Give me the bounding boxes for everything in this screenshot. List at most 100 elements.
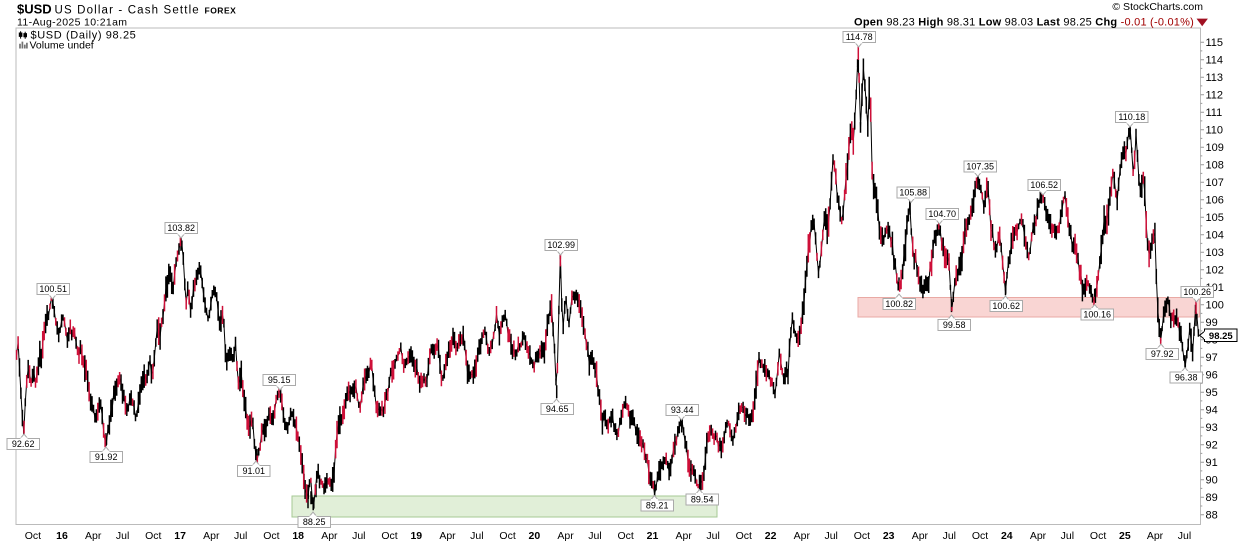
svg-text:Apr: Apr (85, 530, 102, 542)
svg-text:22: 22 (765, 530, 777, 542)
svg-text:104: 104 (1206, 230, 1224, 242)
svg-text:110: 110 (1206, 125, 1224, 137)
svg-text:Jul: Jul (1178, 530, 1191, 542)
svg-text:25: 25 (1119, 530, 1131, 542)
svg-text:89.54: 89.54 (691, 495, 714, 505)
svg-text:17: 17 (174, 530, 186, 542)
svg-text:100: 100 (1206, 300, 1224, 312)
svg-text:106: 106 (1206, 195, 1224, 207)
svg-text:91: 91 (1206, 457, 1218, 469)
svg-text:103.82: 103.82 (167, 223, 195, 233)
svg-text:110.18: 110.18 (1118, 112, 1145, 122)
svg-text:106.52: 106.52 (1030, 180, 1058, 190)
svg-text:92.62: 92.62 (12, 439, 35, 449)
svg-text:Oct: Oct (263, 530, 279, 542)
svg-text:Jul: Jul (588, 530, 601, 542)
svg-text:99: 99 (1206, 317, 1218, 329)
svg-text:100.16: 100.16 (1083, 310, 1111, 320)
svg-text:Apr: Apr (1030, 530, 1047, 542)
svg-text:Oct: Oct (499, 530, 515, 542)
svg-text:18: 18 (292, 530, 304, 542)
svg-text:105: 105 (1206, 212, 1224, 224)
svg-text:100.82: 100.82 (885, 299, 913, 309)
svg-text:Apr: Apr (439, 530, 456, 542)
svg-text:Jul: Jul (943, 530, 956, 542)
svg-text:Oct: Oct (854, 530, 870, 542)
svg-text:Apr: Apr (676, 530, 693, 542)
svg-text:Jul: Jul (234, 530, 247, 542)
svg-text:US Dollar - Cash Settle: US Dollar - Cash Settle (55, 5, 200, 17)
svg-text:Apr: Apr (203, 530, 220, 542)
svg-text:Jul: Jul (470, 530, 483, 542)
svg-text:Jul: Jul (352, 530, 365, 542)
svg-text:23: 23 (883, 530, 895, 542)
svg-text:Jul: Jul (116, 530, 129, 542)
svg-text:FOREX: FOREX (205, 6, 237, 16)
svg-text:91.01: 91.01 (243, 466, 266, 476)
svg-text:93.44: 93.44 (671, 405, 694, 415)
svg-text:Apr: Apr (321, 530, 338, 542)
svg-text:115: 115 (1206, 37, 1224, 49)
svg-text:89: 89 (1206, 492, 1218, 504)
svg-text:88.25: 88.25 (303, 517, 326, 527)
svg-text:112: 112 (1206, 90, 1224, 102)
svg-text:$USD: $USD (17, 2, 52, 17)
svg-text:$USD (Daily) 98.25: $USD (Daily) 98.25 (31, 30, 137, 42)
svg-text:98.25: 98.25 (1209, 331, 1233, 342)
svg-text:11-Aug-2025 10:21am: 11-Aug-2025 10:21am (17, 17, 127, 29)
svg-text:Volume undef: Volume undef (30, 39, 94, 51)
svg-text:113: 113 (1206, 72, 1224, 84)
svg-text:96: 96 (1206, 370, 1218, 382)
svg-text:21: 21 (647, 530, 659, 542)
svg-text:19: 19 (410, 530, 422, 542)
svg-text:102: 102 (1206, 265, 1224, 277)
svg-text:97.92: 97.92 (1151, 349, 1174, 359)
svg-text:Apr: Apr (912, 530, 929, 542)
svg-text:Oct: Oct (1090, 530, 1106, 542)
svg-text:93: 93 (1206, 422, 1218, 434)
svg-text:107: 107 (1206, 177, 1224, 189)
svg-text:102.99: 102.99 (547, 240, 575, 250)
svg-text:16: 16 (56, 530, 68, 542)
svg-text:107.35: 107.35 (966, 162, 994, 172)
svg-text:Oct: Oct (618, 530, 634, 542)
svg-text:Jul: Jul (1061, 530, 1074, 542)
svg-text:© StockCharts.com: © StockCharts.com (1112, 1, 1203, 13)
svg-text:96.38: 96.38 (1175, 373, 1198, 383)
svg-text:Oct: Oct (381, 530, 397, 542)
svg-text:24: 24 (1001, 530, 1013, 542)
svg-text:Apr: Apr (1147, 530, 1164, 542)
svg-text:105.88: 105.88 (899, 188, 927, 198)
svg-text:94.65: 94.65 (546, 404, 569, 414)
svg-text:91.92: 91.92 (95, 452, 118, 462)
svg-text:94: 94 (1206, 405, 1218, 417)
svg-text:20: 20 (529, 530, 541, 542)
svg-text:109: 109 (1206, 142, 1224, 154)
svg-text:89.21: 89.21 (646, 501, 669, 511)
svg-text:95: 95 (1206, 387, 1218, 399)
svg-text:100.51: 100.51 (39, 284, 67, 294)
svg-text:Jul: Jul (706, 530, 719, 542)
svg-text:114: 114 (1206, 55, 1224, 67)
svg-text:104.70: 104.70 (928, 209, 956, 219)
svg-text:114.78: 114.78 (846, 32, 873, 42)
svg-text:108: 108 (1206, 160, 1224, 172)
svg-text:97: 97 (1206, 352, 1218, 364)
svg-text:Open 98.23 High 98.31 Low 98.0: Open 98.23 High 98.31 Low 98.03 Last 98.… (854, 17, 1194, 29)
svg-text:Apr: Apr (794, 530, 811, 542)
svg-text:Oct: Oct (972, 530, 988, 542)
svg-text:Oct: Oct (145, 530, 161, 542)
svg-text:88: 88 (1206, 510, 1218, 522)
svg-text:92: 92 (1206, 440, 1218, 452)
svg-text:Jul: Jul (824, 530, 837, 542)
svg-text:Oct: Oct (736, 530, 752, 542)
svg-text:100.26: 100.26 (1183, 287, 1211, 297)
svg-text:90: 90 (1206, 475, 1218, 487)
svg-text:111: 111 (1206, 107, 1223, 119)
svg-text:100.62: 100.62 (992, 301, 1020, 311)
svg-text:Apr: Apr (557, 530, 574, 542)
svg-text:Oct: Oct (25, 530, 41, 542)
svg-text:95.15: 95.15 (268, 375, 291, 385)
svg-text:103: 103 (1206, 247, 1224, 259)
svg-text:99.58: 99.58 (943, 320, 966, 330)
